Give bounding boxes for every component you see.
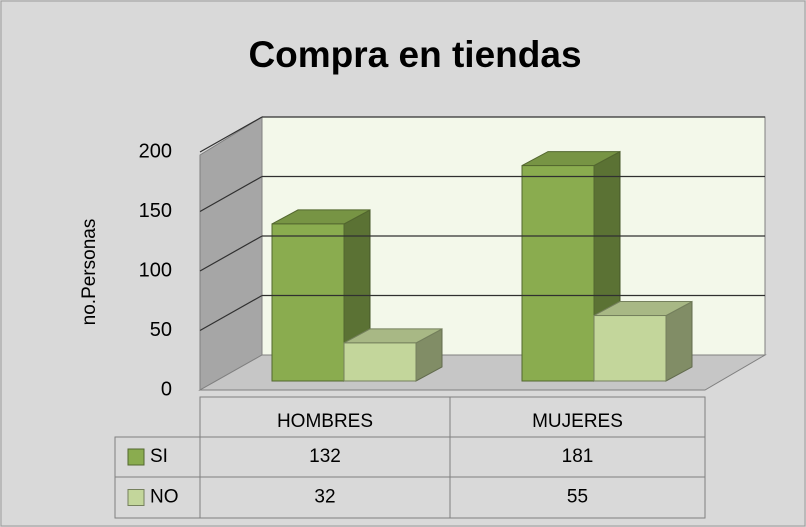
y-tick-label: 150: [139, 200, 172, 222]
grid-line: [199, 175, 263, 213]
table-header: [199, 396, 706, 438]
y-tick-label: 200: [139, 140, 172, 162]
bar: [593, 300, 693, 382]
y-tick-label: 100: [139, 259, 172, 281]
table-value: 32: [314, 487, 335, 508]
y-tick-label: 0: [161, 378, 172, 400]
grid-line: [199, 116, 263, 153]
legend-key: [127, 489, 145, 506]
legend-key: [127, 448, 145, 466]
bar-front: [271, 223, 345, 382]
grid-line: [199, 235, 263, 272]
bar: [343, 328, 443, 382]
table-category: HOMBRES: [277, 411, 373, 432]
bar-front: [593, 315, 667, 382]
chart-title: Compra en tiendas: [248, 34, 581, 75]
legend-label: SI: [150, 446, 168, 467]
y-tick-label: 50: [150, 319, 172, 341]
y-axis-title: no.Personas: [79, 219, 100, 326]
table-value: 132: [309, 446, 341, 467]
bar-front: [343, 342, 417, 382]
grid-line: [199, 294, 263, 332]
table-value: 55: [567, 487, 588, 508]
table-category: MUJERES: [532, 411, 623, 432]
bar: [521, 150, 621, 382]
legend-label: NO: [150, 487, 179, 508]
bar-front: [521, 165, 595, 382]
table-value: 181: [562, 446, 594, 467]
